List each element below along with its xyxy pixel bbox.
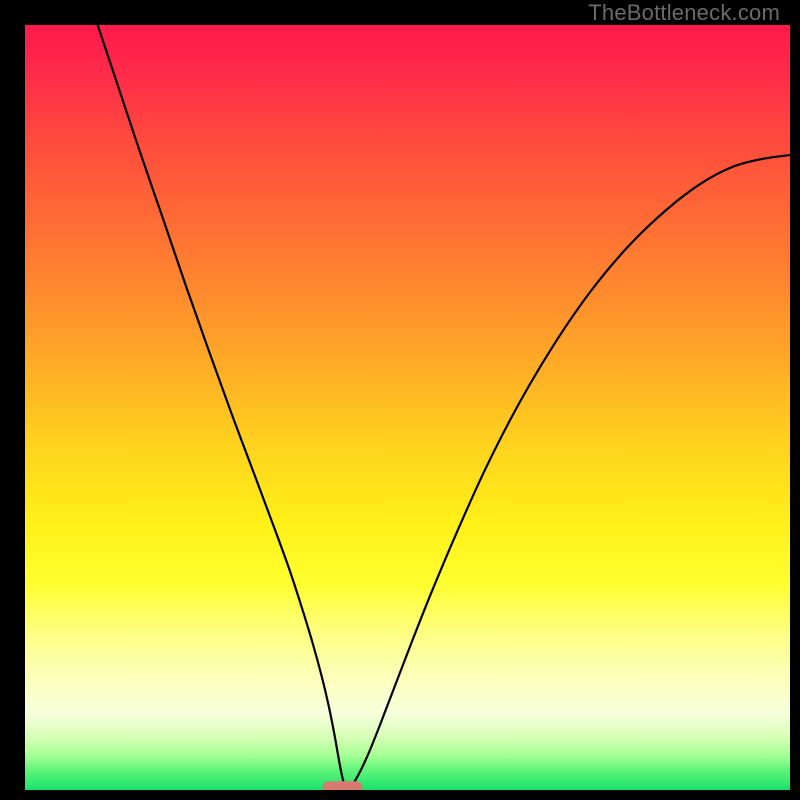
bottleneck-curve-chart	[25, 25, 790, 790]
plot-area	[25, 25, 790, 790]
chart-container: TheBottleneck.com	[0, 0, 800, 800]
optimal-point-marker	[323, 781, 363, 790]
watermark-text: TheBottleneck.com	[588, 0, 780, 26]
gradient-background	[25, 25, 790, 790]
